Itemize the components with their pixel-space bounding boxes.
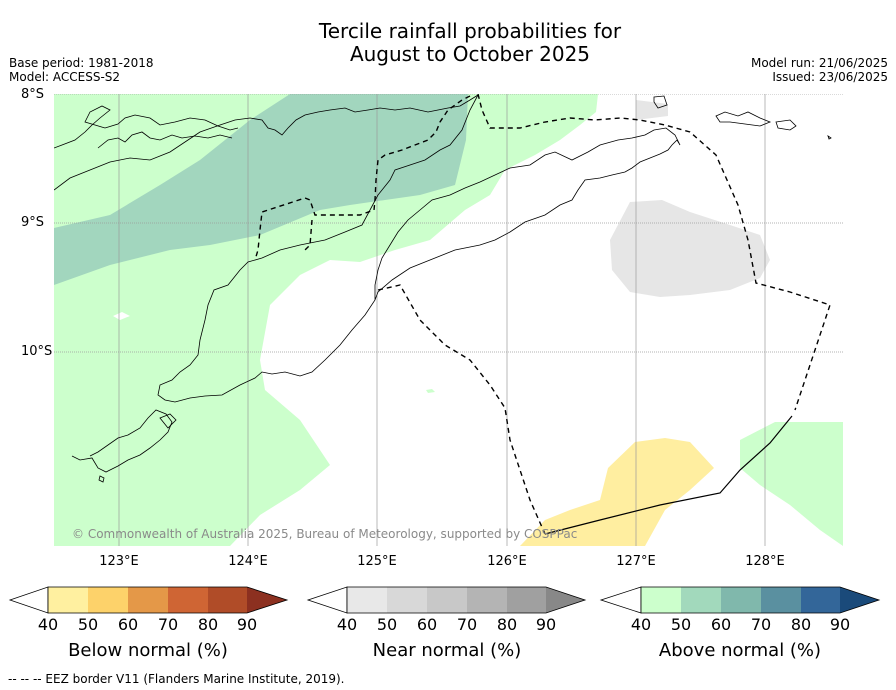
small-island-2 (98, 475, 105, 483)
near-normal-40-region (610, 200, 770, 297)
meta-left: Base period: 1981-2018 Model: ACCESS-S2 (9, 56, 154, 84)
cb-below-tick: 60 (117, 615, 139, 634)
near-normal-40-patch (636, 100, 668, 120)
coastlines (54, 94, 832, 483)
flores-islands (97, 131, 233, 149)
timor-coastline (54, 94, 479, 191)
meta-right: Model run: 21/06/2025 Issued: 23/06/2025 (751, 56, 888, 84)
cb-near-tick: 90 (535, 615, 557, 634)
cb-above-tick: 40 (630, 615, 652, 634)
above-normal-50-region (54, 94, 468, 285)
cb-near-tick: 40 (336, 615, 358, 634)
lon-label-124e: 124°E (228, 554, 268, 569)
cb-near-tick: 70 (456, 615, 478, 634)
cb-below-tick: 90 (236, 615, 258, 634)
timor-south-coast (157, 94, 681, 403)
cb-above-tick: 90 (829, 615, 851, 634)
small-island (159, 413, 177, 429)
babar-island (715, 111, 772, 127)
sumba-coastline (71, 409, 173, 473)
cb-below-tick: 70 (157, 615, 179, 634)
copyright-notice: © Commonwealth of Australia 2025, Bureau… (72, 527, 578, 541)
footnote: -- -- -- EEZ border V11 (Flanders Marine… (8, 672, 345, 686)
colorbar-above-normal (599, 586, 881, 614)
cb-below-tick: 50 (77, 615, 99, 634)
cb-near-title: Near normal (%) (372, 640, 522, 661)
model-name: Model: ACCESS-S2 (9, 70, 121, 84)
below-normal-40-region (520, 438, 714, 546)
cb-above-title: Above normal (%) (658, 640, 822, 661)
wetar-island (653, 95, 668, 109)
map-title: Tercile rainfall probabilities for Augus… (0, 20, 896, 66)
cb-above-tick: 80 (790, 615, 812, 634)
issued-date: Issued: 23/06/2025 (772, 70, 888, 84)
cb-below-tick: 80 (197, 615, 219, 634)
lat-label-9s: 9°S (21, 215, 45, 230)
cb-below-tick: 40 (37, 615, 59, 634)
cb-above-tick: 60 (710, 615, 732, 634)
title-line-1: Tercile rainfall probabilities for (318, 19, 622, 43)
lat-label-10s: 10°S (21, 344, 53, 359)
cb-near-tick: 60 (416, 615, 438, 634)
eez-border (254, 94, 831, 535)
title-line-2: August to October 2025 (349, 42, 591, 66)
lon-label-128e: 128°E (745, 554, 785, 569)
lon-label-126e: 126°E (487, 554, 527, 569)
lon-label-127e: 127°E (616, 554, 656, 569)
white-patch (113, 312, 130, 320)
model-run: Model run: 21/06/2025 (750, 56, 888, 70)
lon-label-125e: 125°E (357, 554, 397, 569)
cb-above-tick: 70 (750, 615, 772, 634)
colorbar-below-normal (8, 586, 289, 614)
above-normal-40-southeast (740, 422, 843, 546)
cb-above-tick: 50 (670, 615, 692, 634)
flores-coastline (54, 105, 239, 149)
lon-label-123e: 123°E (99, 554, 139, 569)
leti-island (775, 119, 797, 131)
base-period: Base period: 1981-2018 (9, 56, 154, 70)
cb-near-tick: 80 (496, 615, 518, 634)
lat-label-8s: 8°S (21, 87, 45, 102)
green-speck (426, 389, 435, 393)
colorbar-near-normal (306, 586, 587, 614)
cb-below-title: Below normal (%) (68, 640, 228, 661)
islet (827, 135, 832, 140)
coastal-boundary-solid (544, 415, 793, 535)
cb-near-tick: 50 (376, 615, 398, 634)
